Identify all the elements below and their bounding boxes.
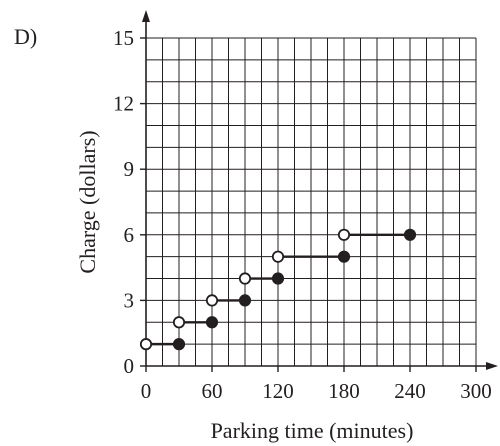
y-tick-label: 0 bbox=[124, 354, 135, 378]
closed-endpoint bbox=[403, 228, 417, 241]
closed-endpoint bbox=[238, 294, 252, 307]
y-tick-label: 12 bbox=[113, 92, 134, 116]
y-axis-arrow bbox=[142, 10, 150, 22]
grid-lines bbox=[146, 37, 477, 366]
axes bbox=[140, 10, 498, 372]
x-axis-label: Parking time (minutes) bbox=[211, 418, 414, 443]
closed-endpoint bbox=[271, 272, 285, 285]
open-endpoint bbox=[238, 272, 252, 285]
x-axis-arrow bbox=[486, 362, 498, 370]
y-tick-label: 9 bbox=[124, 157, 135, 181]
closed-endpoint bbox=[205, 316, 219, 329]
closed-endpoint bbox=[337, 250, 351, 263]
open-endpoint bbox=[337, 228, 351, 241]
x-tick-label: 120 bbox=[262, 379, 294, 403]
open-endpoint bbox=[172, 316, 186, 329]
panel-label: D) bbox=[14, 24, 37, 49]
open-endpoint bbox=[139, 338, 153, 351]
open-endpoint bbox=[205, 294, 219, 307]
y-tick-label: 6 bbox=[124, 223, 135, 247]
y-axis-label: Charge (dollars) bbox=[75, 130, 100, 273]
closed-endpoint bbox=[172, 338, 186, 351]
x-tick-label: 240 bbox=[394, 379, 426, 403]
x-tick-label: 0 bbox=[141, 379, 152, 403]
x-tick-label: 180 bbox=[328, 379, 360, 403]
open-endpoint bbox=[271, 250, 285, 263]
x-tick-label: 60 bbox=[202, 379, 223, 403]
x-tick-label: 300 bbox=[460, 379, 492, 403]
y-tick-label: 15 bbox=[113, 26, 134, 50]
tick-labels: 0 3 6 9 12 15 0 60 120 180 240 300 bbox=[113, 26, 492, 403]
step-series bbox=[139, 228, 417, 351]
y-tick-label: 3 bbox=[124, 288, 135, 312]
